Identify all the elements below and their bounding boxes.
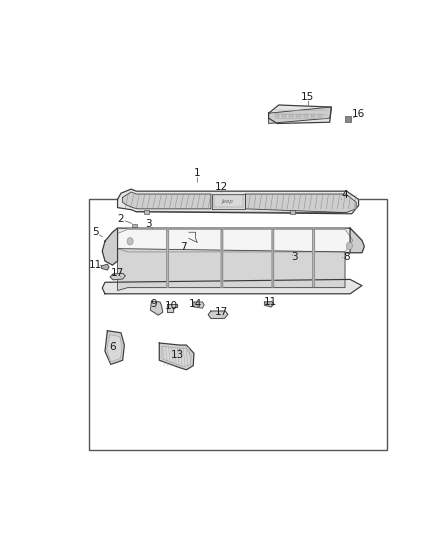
Polygon shape bbox=[123, 192, 211, 209]
Text: 8: 8 bbox=[343, 252, 350, 262]
Text: 4: 4 bbox=[342, 190, 348, 200]
Bar bbox=[88, 199, 387, 450]
Polygon shape bbox=[159, 343, 194, 370]
Polygon shape bbox=[117, 248, 345, 290]
Text: 11: 11 bbox=[264, 297, 277, 307]
Bar bbox=[275, 114, 279, 117]
Polygon shape bbox=[208, 311, 228, 318]
Bar bbox=[289, 114, 293, 117]
Text: 14: 14 bbox=[189, 299, 202, 309]
Text: 17: 17 bbox=[215, 307, 228, 317]
Text: 9: 9 bbox=[150, 299, 156, 309]
Bar bbox=[318, 114, 322, 117]
Polygon shape bbox=[102, 279, 362, 294]
Bar bbox=[282, 114, 286, 117]
Text: Jeep: Jeep bbox=[222, 199, 234, 204]
Polygon shape bbox=[268, 107, 332, 124]
Polygon shape bbox=[151, 301, 162, 315]
Text: 3: 3 bbox=[291, 252, 297, 262]
Bar bbox=[144, 210, 149, 214]
Text: 15: 15 bbox=[301, 92, 314, 102]
Polygon shape bbox=[117, 229, 353, 252]
Bar bbox=[297, 114, 300, 117]
Polygon shape bbox=[265, 302, 274, 307]
Text: 2: 2 bbox=[118, 214, 124, 224]
Polygon shape bbox=[110, 273, 125, 280]
Text: 13: 13 bbox=[170, 350, 184, 360]
Circle shape bbox=[346, 242, 353, 249]
Polygon shape bbox=[167, 304, 177, 312]
Bar bbox=[311, 114, 315, 117]
Bar bbox=[132, 224, 137, 227]
Text: 5: 5 bbox=[92, 227, 99, 237]
Text: 7: 7 bbox=[180, 241, 187, 252]
Circle shape bbox=[127, 238, 133, 245]
Text: 1: 1 bbox=[194, 168, 201, 177]
Polygon shape bbox=[350, 228, 364, 253]
Bar bbox=[304, 114, 307, 117]
Text: 6: 6 bbox=[109, 342, 116, 352]
Polygon shape bbox=[102, 228, 117, 265]
Polygon shape bbox=[212, 194, 245, 209]
Polygon shape bbox=[105, 228, 362, 261]
Polygon shape bbox=[246, 194, 356, 213]
Polygon shape bbox=[221, 229, 223, 288]
Polygon shape bbox=[313, 229, 314, 287]
Text: 3: 3 bbox=[145, 219, 152, 229]
Polygon shape bbox=[105, 330, 124, 365]
Text: 12: 12 bbox=[215, 182, 228, 192]
Text: 11: 11 bbox=[89, 260, 102, 270]
Polygon shape bbox=[167, 230, 169, 288]
Polygon shape bbox=[194, 302, 204, 308]
Polygon shape bbox=[102, 264, 109, 270]
Text: 10: 10 bbox=[165, 301, 178, 311]
Text: 16: 16 bbox=[352, 109, 365, 119]
Text: 17: 17 bbox=[111, 268, 124, 278]
Polygon shape bbox=[272, 229, 274, 287]
Polygon shape bbox=[268, 105, 332, 124]
Bar bbox=[290, 210, 295, 214]
Polygon shape bbox=[107, 335, 122, 362]
Polygon shape bbox=[162, 346, 191, 367]
Polygon shape bbox=[117, 189, 359, 214]
